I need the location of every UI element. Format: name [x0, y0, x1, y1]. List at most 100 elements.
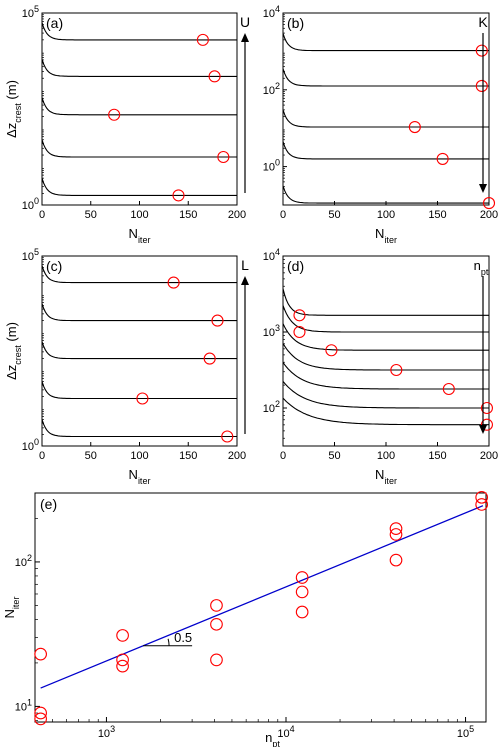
panel-a: 0 50 100 150 200 100 105 (a) Niter Δzcrest (m) U — [4, 4, 250, 245]
arrow-head — [241, 276, 249, 285]
x-tick-label: 100 — [130, 209, 148, 221]
data-point — [475, 44, 488, 57]
series-line — [41, 22, 237, 41]
data-point — [196, 33, 209, 46]
data-point — [116, 659, 129, 673]
data-point — [210, 617, 223, 631]
y-axis-label: Δzcrest (m) — [4, 80, 23, 138]
series-line — [282, 68, 489, 87]
y-tick-label: 104 — [263, 4, 280, 20]
series-line — [41, 97, 237, 116]
panel-c: 0 50 100 150 200 100 105 (c) Niter Δzcrest (m) L — [4, 247, 249, 486]
series-line — [282, 109, 489, 128]
series-line — [282, 33, 489, 52]
x-tick-label: 100 — [377, 209, 395, 221]
x-axis-label: npt — [265, 730, 280, 747]
x-tick-label: 200 — [228, 209, 246, 221]
x-tick-label: 150 — [428, 450, 446, 462]
y-tick-label: 105 — [22, 247, 39, 263]
data-point — [389, 553, 403, 567]
panel-d: 0 50 100 150 200 102 103 104 (d) Niter npt — [263, 247, 498, 486]
x-tick-label: 100 — [130, 450, 148, 462]
x-tick-label: 150 — [179, 450, 197, 462]
x-tick-label: 50 — [85, 209, 97, 221]
data-point — [390, 363, 403, 377]
panel-label: (d) — [287, 258, 304, 274]
slope-arc — [167, 638, 170, 646]
y-tick-label: 103 — [263, 323, 280, 339]
panel-e: 103 104 105 101 102 0.5 (e) npt Niter — [2, 490, 489, 747]
x-tick-label: 0 — [280, 450, 286, 462]
plot-frame — [282, 12, 490, 206]
panel-label: (a) — [46, 15, 63, 31]
data-point — [408, 120, 421, 134]
data-point — [210, 599, 223, 612]
series-line — [282, 397, 489, 426]
arrow-head — [479, 184, 487, 193]
y-tick-label: 102 — [15, 553, 32, 569]
data-point — [203, 352, 216, 365]
data-point — [217, 150, 230, 164]
data-point — [211, 314, 224, 327]
data-point — [295, 571, 309, 584]
y-tick-label: 105 — [22, 4, 39, 20]
data-point — [389, 522, 403, 535]
y-tick-label: 102 — [263, 81, 280, 97]
data-point — [442, 382, 455, 396]
panel-label: (c) — [46, 258, 62, 274]
x-tick-label: 103 — [98, 724, 115, 740]
arrow-label: K — [478, 14, 488, 30]
panel-label: (b) — [287, 15, 304, 31]
data-point — [475, 490, 489, 504]
x-tick-label: 200 — [480, 450, 498, 462]
y-tick-label: 102 — [263, 399, 280, 415]
arrow-head — [479, 425, 487, 434]
data-point — [208, 70, 221, 83]
data-point — [34, 706, 47, 720]
x-tick-label: 100 — [377, 450, 395, 462]
x-tick-label: 0 — [39, 209, 45, 221]
series-line — [41, 265, 237, 284]
y-axis-label: Δzcrest (m) — [4, 322, 23, 380]
data-point — [136, 392, 149, 405]
series-line — [41, 419, 237, 438]
data-point — [475, 79, 488, 93]
series-line — [282, 305, 489, 333]
series-line — [282, 343, 489, 371]
data-point — [389, 528, 403, 541]
data-point — [34, 712, 47, 726]
series-line — [282, 288, 489, 316]
series-line — [41, 139, 237, 158]
series-line — [282, 323, 489, 351]
data-point — [210, 653, 223, 667]
slope-label: 0.5 — [174, 630, 192, 645]
data-point — [34, 647, 47, 661]
y-tick-label: 100 — [263, 158, 280, 174]
x-axis-label: Niter — [375, 226, 397, 245]
x-tick-label: 104 — [277, 724, 294, 740]
y-tick-label: 101 — [15, 697, 32, 713]
x-tick-label: 50 — [328, 450, 340, 462]
series-line — [282, 141, 489, 160]
data-point — [172, 189, 185, 202]
data-point — [482, 197, 496, 210]
plot-frame — [41, 255, 238, 447]
series-line — [282, 381, 489, 409]
x-tick-label: 150 — [179, 209, 197, 221]
data-point — [295, 585, 309, 599]
x-axis-label: Niter — [129, 467, 151, 486]
x-tick-label: 200 — [480, 209, 498, 221]
data-point — [480, 418, 493, 431]
y-tick-label: 104 — [263, 247, 280, 263]
panel-b: 0 50 100 150 200 100 102 104 (b) Niter K — [263, 4, 498, 245]
data-point — [221, 430, 234, 443]
arrow-label: U — [240, 14, 250, 30]
series-line — [41, 58, 237, 77]
data-point — [108, 108, 121, 121]
arrow-label: L — [241, 257, 249, 273]
data-point — [167, 276, 180, 289]
series-line — [41, 381, 237, 400]
data-point — [475, 498, 489, 511]
data-point — [293, 309, 306, 322]
y-tick-label: 100 — [22, 196, 39, 212]
